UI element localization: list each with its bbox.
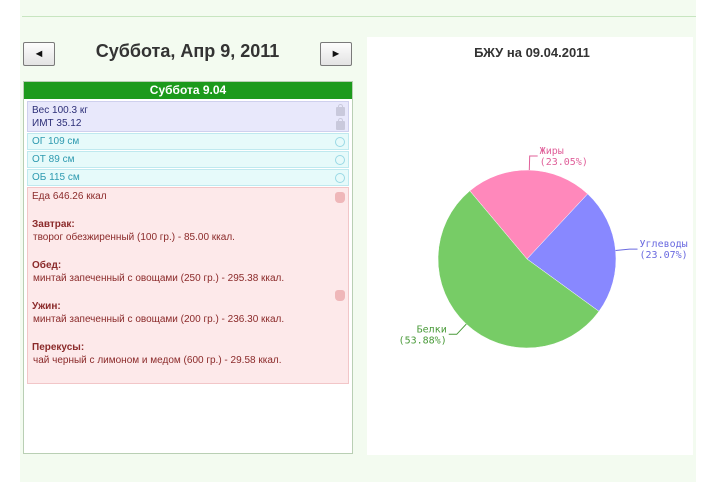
pie-label-percent: (23.07%) xyxy=(640,250,688,261)
pie-label-line xyxy=(528,155,538,171)
pie-label-name: Углеводы xyxy=(640,239,688,250)
bmi-value: ИМТ 35.12 xyxy=(32,118,82,129)
prev-day-button[interactable]: ◄ xyxy=(23,42,55,66)
food-card[interactable]: Еда 646.26 ккал Завтрак: творог обезжире… xyxy=(27,187,349,384)
divider xyxy=(22,16,696,17)
measurement-label: ОГ 109 см xyxy=(32,136,80,147)
day-header: Суббота 9.04 xyxy=(24,82,352,99)
day-panel: Суббота 9.04 Вес 100.3 кг ИМТ 35.12 ОГ 1… xyxy=(23,81,353,454)
lock-icon xyxy=(336,118,345,130)
meal-item: чай черный с лимоном и медом (600 гр.) -… xyxy=(33,355,282,366)
weight-value: Вес 100.3 кг xyxy=(32,105,88,116)
pie-label-name: Жиры xyxy=(540,146,564,157)
food-total: Еда 646.26 ккал xyxy=(32,191,107,202)
meal-item: творог обезжиренный (100 гр.) - 85.00 кк… xyxy=(33,232,235,243)
next-day-button[interactable]: ► xyxy=(320,42,352,66)
measurement-label: ОБ 115 см xyxy=(32,172,80,183)
measurement-hips[interactable]: ОБ 115 см xyxy=(27,169,349,186)
pie-slice-1[interactable] xyxy=(526,193,617,312)
meal-item: минтай запеченный с овощами (200 гр.) - … xyxy=(33,314,285,325)
pie-slice-2[interactable] xyxy=(437,190,600,349)
lock-icon xyxy=(336,104,345,116)
pie-label-line xyxy=(615,248,638,251)
measurement-waist[interactable]: ОТ 89 см xyxy=(27,151,349,168)
pie-slice-0[interactable] xyxy=(469,169,589,260)
edit-icon[interactable] xyxy=(335,173,345,183)
chart-title: БЖУ на 09.04.2011 xyxy=(474,45,590,60)
pie-label-percent: (53.88%) xyxy=(399,335,447,346)
arrow-left-icon: ◄ xyxy=(33,48,45,60)
meal-title-breakfast: Завтрак: xyxy=(32,219,75,230)
meal-item: минтай запеченный с овощами (250 гр.) - … xyxy=(33,273,285,284)
arrow-right-icon: ► xyxy=(330,48,342,60)
pie-label-line xyxy=(448,323,467,335)
hand-icon[interactable] xyxy=(335,290,345,301)
weight-card[interactable]: Вес 100.3 кг ИМТ 35.12 xyxy=(27,101,349,132)
pie-chart-svg: БЖУ на 09.04.2011 Жиры(23.05%) Углеводы(2… xyxy=(399,45,688,349)
measurement-chest[interactable]: ОГ 109 см xyxy=(27,133,349,150)
edit-icon[interactable] xyxy=(335,137,345,147)
day-title: Суббота, Апр 9, 2011 xyxy=(95,41,280,61)
measurement-label: ОТ 89 см xyxy=(32,154,75,165)
pie-label-name: Белки xyxy=(417,324,447,335)
edit-icon[interactable] xyxy=(335,155,345,165)
pie-label-percent: (23.05%) xyxy=(540,157,588,168)
meal-title-lunch: Обед: xyxy=(32,260,62,271)
meal-title-dinner: Ужин: xyxy=(32,301,61,312)
meal-title-snacks: Перекусы: xyxy=(32,342,85,353)
hand-icon[interactable] xyxy=(335,192,345,203)
macro-chart: БЖУ на 09.04.2011 Жиры (23.05%) Углеводы (2… xyxy=(367,37,693,455)
